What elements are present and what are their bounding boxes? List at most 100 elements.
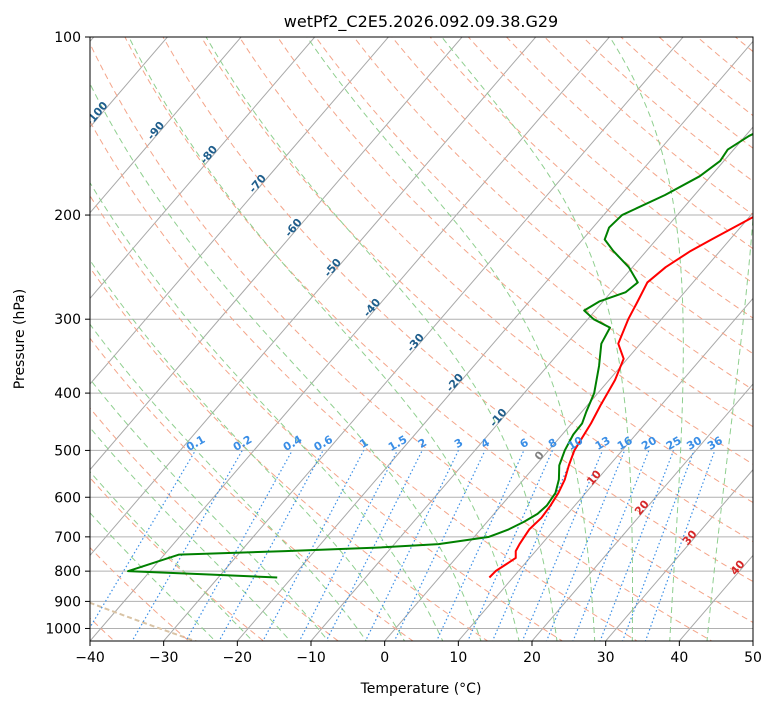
dry-adiabat <box>200 37 753 543</box>
dewpoint-profile-line <box>126 132 753 579</box>
sounding-series <box>126 132 753 579</box>
dry-adiabat <box>276 37 753 465</box>
dry-adiabat <box>391 37 753 355</box>
mixing-ratio-line <box>545 450 626 641</box>
isotherm-line <box>163 37 684 641</box>
isotherm-line <box>90 37 390 385</box>
dry-adiabat <box>90 546 190 641</box>
dry-adiabat <box>429 37 753 319</box>
x-tick-label: −10 <box>296 650 326 666</box>
mixing-ratio-line <box>364 450 459 641</box>
mixing-ratio-line <box>644 450 716 641</box>
dry-adiabat <box>620 37 753 149</box>
horizontal-gridlines <box>90 37 753 629</box>
moist-adiabat <box>306 37 596 641</box>
dry-adiabat <box>543 37 753 216</box>
dry-adiabat <box>90 266 489 641</box>
moist-adiabat <box>706 37 753 641</box>
dry-adiabat <box>162 37 753 583</box>
x-tick-label: 20 <box>523 650 541 666</box>
moist-adiabat <box>90 181 444 641</box>
isotherm-line <box>90 37 169 128</box>
isotherm-label: -40 <box>361 296 384 320</box>
isotherm-line <box>90 37 537 557</box>
isotherm-line <box>236 40 753 641</box>
moist-adiabat <box>90 82 482 641</box>
isotherms <box>90 37 753 641</box>
x-axis-ticks: −40 −30 −20 −10 0 10 20 30 40 50 <box>75 641 762 666</box>
dry-adiabat <box>124 37 753 623</box>
mixing-ratio-line <box>521 450 604 641</box>
dry-adiabat <box>658 37 753 117</box>
moist-adiabats <box>90 37 753 641</box>
isotherm-label: 30 <box>680 527 700 547</box>
plot-frame <box>89 36 754 642</box>
mixing-ratio-lines <box>90 450 716 641</box>
mixing-ratio-label: 4 <box>479 436 492 451</box>
x-tick-label: −20 <box>223 650 253 666</box>
isotherm-label: -70 <box>246 172 269 196</box>
dry-adiabat <box>90 477 265 641</box>
moist-adiabat <box>90 471 254 641</box>
x-tick-label: 0 <box>380 650 389 666</box>
y-tick-label: 100 <box>54 30 81 46</box>
dry-adiabat <box>467 37 753 284</box>
y-tick-label: 1000 <box>45 621 81 637</box>
isotherm-label: -90 <box>144 119 167 143</box>
x-tick-label: 50 <box>744 650 762 666</box>
x-tick-label: 40 <box>670 650 688 666</box>
x-tick-label: 30 <box>597 650 615 666</box>
mixing-ratio-line <box>621 450 695 641</box>
moist-adiabat <box>205 37 558 641</box>
y-tick-label: 600 <box>54 490 81 506</box>
isotherm-line <box>90 37 611 641</box>
moist-adiabat <box>90 323 367 641</box>
mixing-ratio-line <box>435 450 525 641</box>
isotherm-line <box>752 640 753 641</box>
isotherm-line <box>457 297 753 641</box>
isotherm-label: -50 <box>321 256 344 280</box>
temperature-profile-line <box>488 216 753 579</box>
dry-adiabat <box>315 37 753 428</box>
dry-adiabat <box>353 37 753 391</box>
y-tick-label: 700 <box>54 530 81 546</box>
y-axis-ticks: 100 200 300 400 500 600 700 800 900 1000 <box>45 30 90 637</box>
moist-adiabat <box>90 512 216 641</box>
x-tick-label: −30 <box>149 650 179 666</box>
dry-adiabat <box>90 120 638 641</box>
mixing-ratio-line <box>393 450 486 641</box>
y-tick-label: 900 <box>54 594 81 610</box>
plot-area: 0.1 0.2 0.4 0.6 1 1.5 2 3 4 6 8 10 13 16 20 25 30 36-100-… <box>83 0 775 653</box>
mixing-ratio-line <box>90 450 196 629</box>
mixing-ratio-line <box>131 450 243 641</box>
isotherm-label: -20 <box>443 371 466 395</box>
mixing-ratio-line <box>185 450 293 641</box>
y-axis-label: Pressure (hPa) <box>12 289 28 389</box>
x-tick-label: −40 <box>75 650 105 666</box>
moist-adiabat <box>609 37 684 641</box>
isotherm-label: -100 <box>83 99 111 129</box>
y-tick-label: 800 <box>54 564 81 580</box>
dry-adiabat <box>582 37 753 182</box>
moist-adiabat <box>90 426 291 641</box>
isotherm-line <box>90 37 463 471</box>
moist-adiabat <box>128 37 520 641</box>
dry-adiabat <box>744 0 775 653</box>
dry-adiabat <box>238 37 753 504</box>
mixing-ratio-label: 6 <box>518 436 531 451</box>
y-tick-label: 500 <box>54 443 81 459</box>
y-tick-label: 300 <box>54 312 81 328</box>
isotherm-label: -60 <box>282 216 305 240</box>
moist-adiabat <box>441 37 634 641</box>
lcl-dashed-curve <box>90 601 199 641</box>
dry-adiabat <box>734 37 753 53</box>
isotherm-label: -80 <box>198 143 221 167</box>
isotherm-label: 10 <box>584 467 604 487</box>
mixing-ratio-line <box>572 450 650 641</box>
isotherm-line <box>605 468 753 641</box>
dry-adiabats <box>90 0 775 653</box>
mixing-ratio-line <box>218 450 324 641</box>
isotherm-line <box>90 37 242 214</box>
